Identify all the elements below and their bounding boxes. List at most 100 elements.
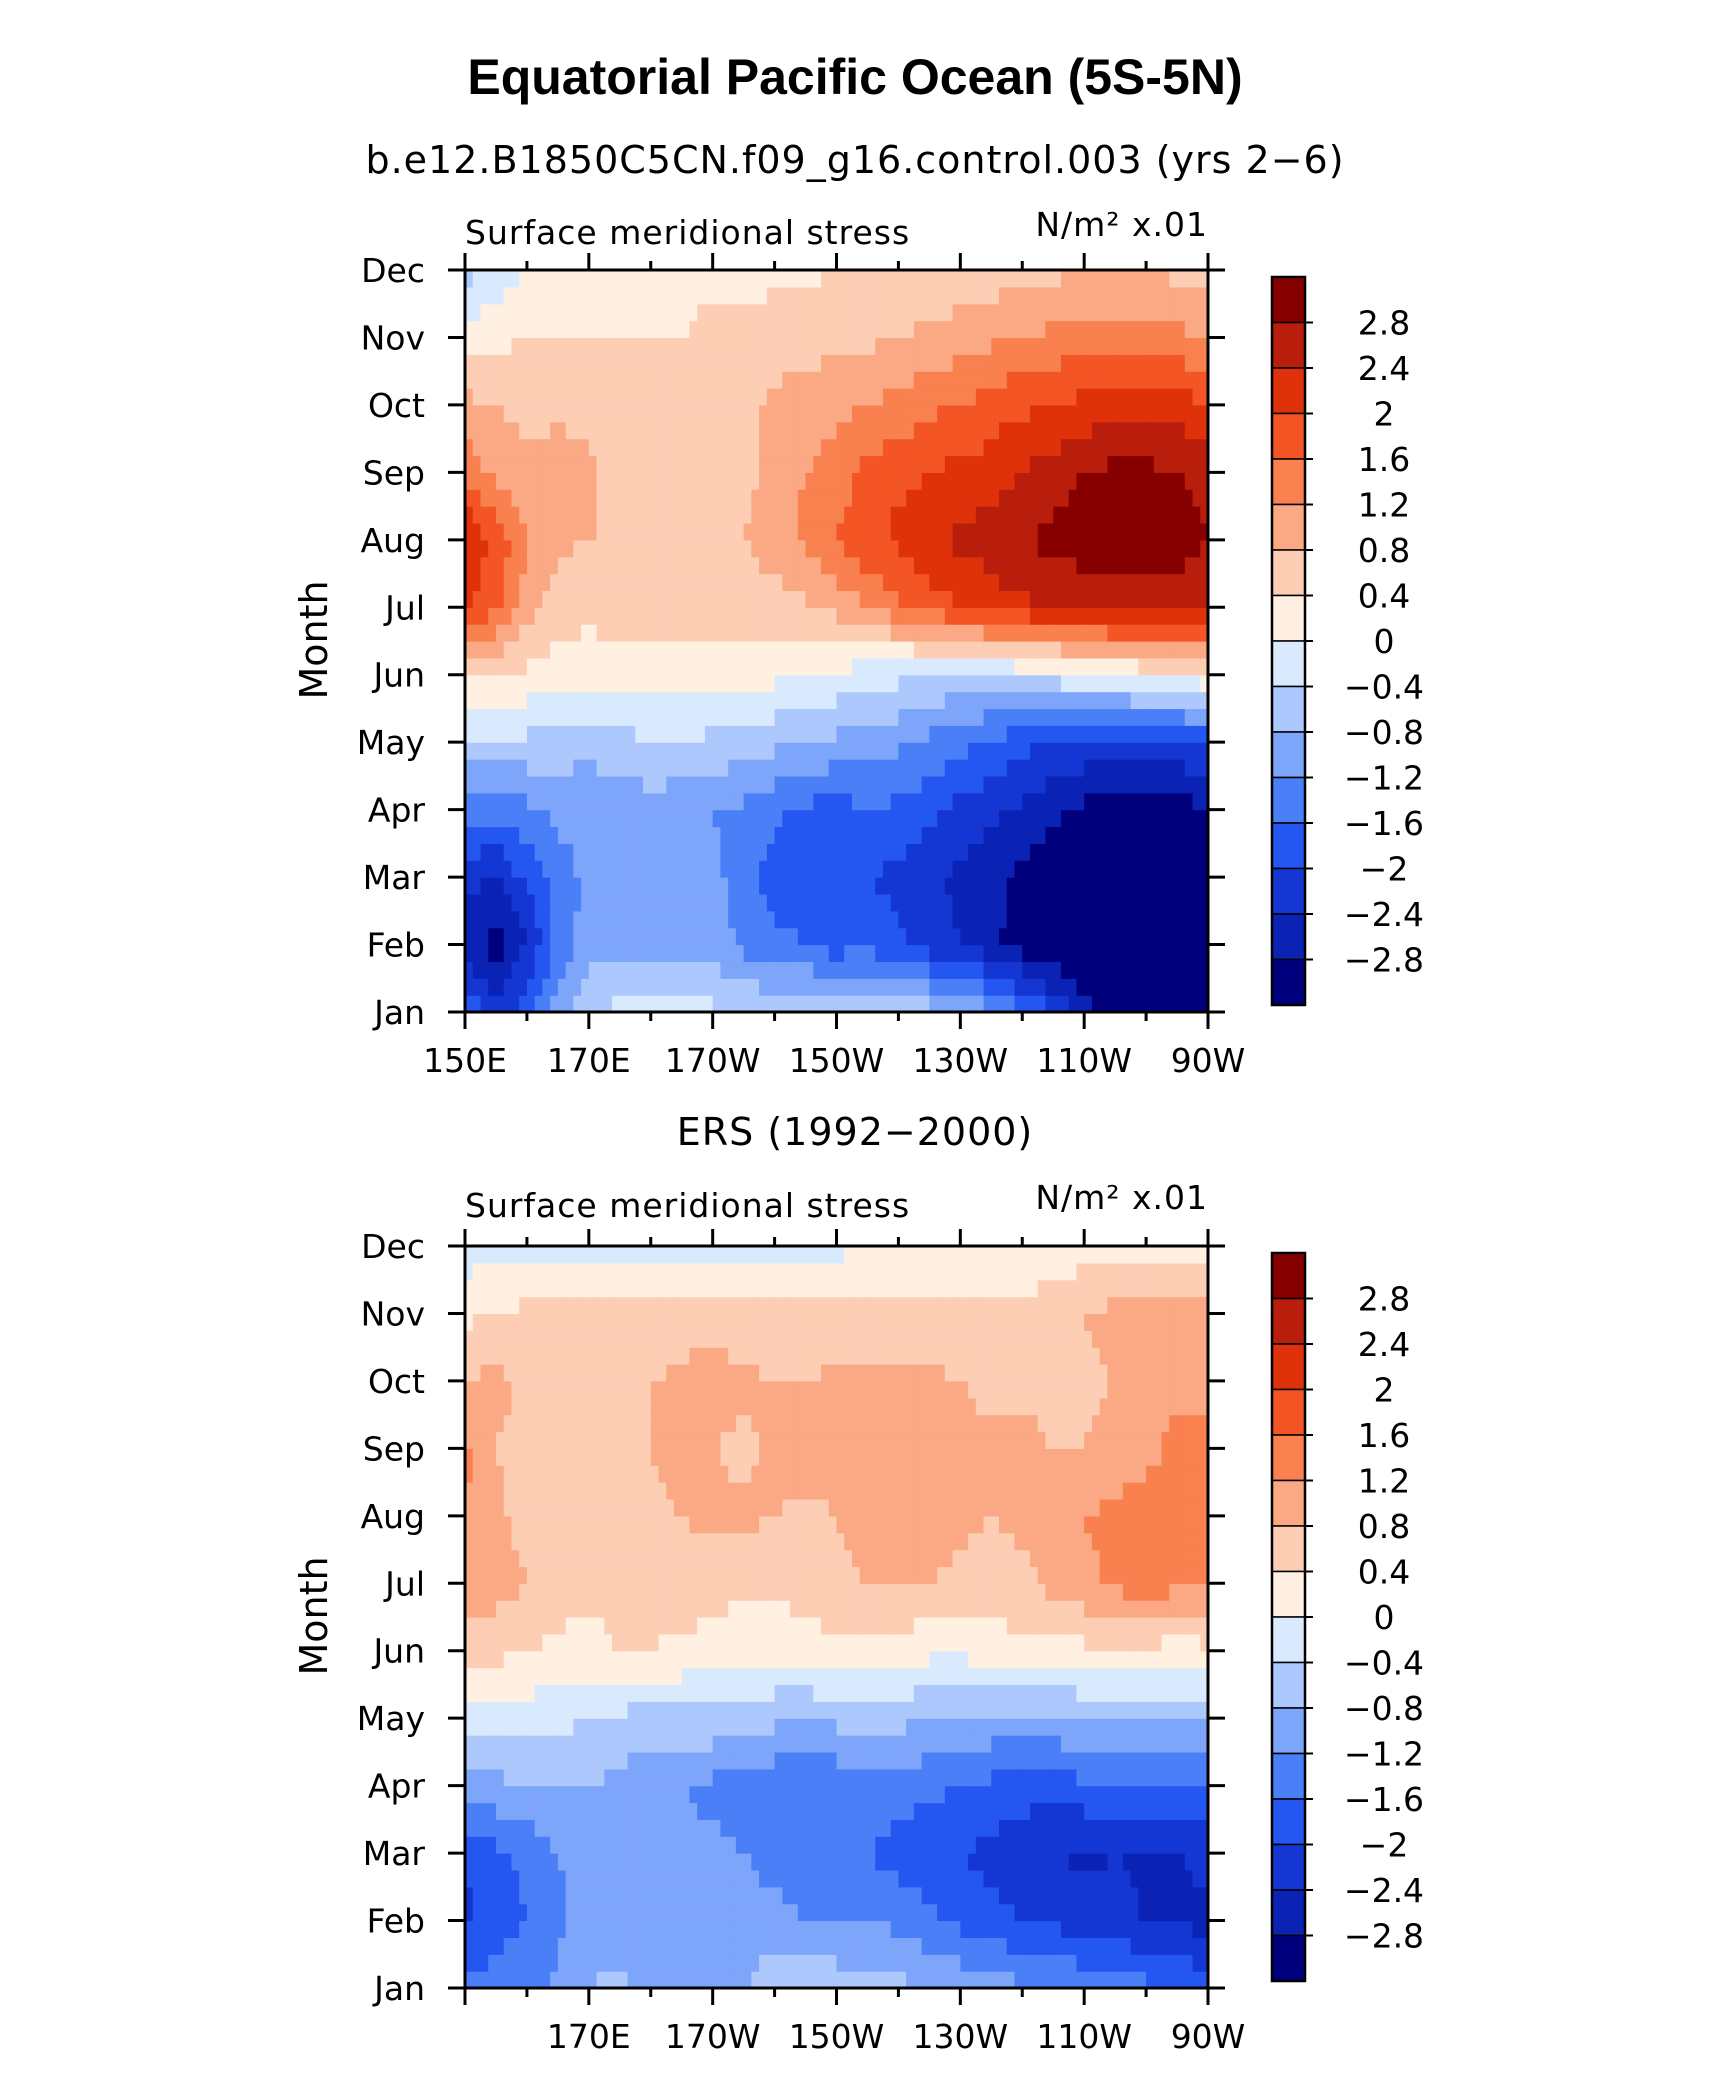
heatmap-cell bbox=[1177, 759, 1186, 777]
heatmap-cell bbox=[1076, 286, 1085, 305]
heatmap-cell bbox=[975, 1903, 985, 1922]
heatmap-cell bbox=[588, 539, 598, 558]
heatmap-cell bbox=[728, 1954, 737, 1972]
heatmap-cell bbox=[1084, 472, 1093, 490]
heatmap-cell bbox=[913, 775, 923, 794]
heatmap-cell bbox=[1037, 573, 1047, 592]
heatmap-cell bbox=[1146, 759, 1155, 777]
heatmap-cell bbox=[681, 809, 691, 828]
heatmap-cell bbox=[728, 270, 737, 288]
heatmap-cell bbox=[1014, 657, 1023, 676]
heatmap-cell bbox=[844, 320, 853, 339]
heatmap-cell bbox=[465, 388, 474, 406]
heatmap-cell bbox=[1192, 506, 1201, 524]
heatmap-cell bbox=[465, 826, 474, 844]
heatmap-cell bbox=[836, 1920, 845, 1939]
heatmap-cell bbox=[1169, 725, 1178, 743]
heatmap-cell bbox=[465, 995, 474, 1013]
heatmap-cell bbox=[844, 1869, 853, 1888]
heatmap-cell bbox=[728, 590, 737, 608]
heatmap-cell bbox=[658, 860, 667, 878]
heatmap-cell bbox=[650, 337, 660, 355]
heatmap-cell bbox=[1153, 708, 1163, 726]
heatmap-cell bbox=[921, 303, 930, 322]
heatmap-cell bbox=[650, 759, 660, 777]
heatmap-cell bbox=[666, 590, 675, 608]
heatmap-cell bbox=[828, 573, 838, 592]
heatmap-cell bbox=[1022, 641, 1031, 659]
heatmap-cell bbox=[1161, 725, 1170, 743]
heatmap-cell bbox=[890, 1853, 900, 1871]
heatmap-cell bbox=[1084, 421, 1093, 440]
heatmap-cell bbox=[743, 1937, 752, 1955]
heatmap-cell bbox=[650, 371, 660, 389]
heatmap-cell bbox=[697, 961, 706, 979]
heatmap-cell bbox=[565, 1937, 574, 1955]
heatmap-cell bbox=[805, 421, 814, 440]
heatmap-cell bbox=[619, 489, 629, 507]
heatmap-cell bbox=[921, 590, 930, 608]
heatmap-cell bbox=[1146, 522, 1155, 541]
heatmap-cell bbox=[557, 725, 567, 743]
heatmap-cell bbox=[921, 624, 930, 642]
heatmap-cell bbox=[565, 573, 574, 592]
heatmap-cell bbox=[588, 354, 598, 372]
heatmap-cell bbox=[1084, 371, 1093, 389]
heatmap-cell bbox=[813, 489, 822, 507]
heatmap-cell bbox=[743, 303, 752, 322]
heatmap-cell bbox=[1084, 742, 1093, 760]
heatmap-cell bbox=[890, 742, 900, 760]
heatmap-cell bbox=[534, 1869, 543, 1888]
heatmap-cell bbox=[1091, 1920, 1101, 1939]
heatmap-cell bbox=[720, 877, 729, 895]
heatmap-cell bbox=[1161, 421, 1170, 440]
heatmap-cell bbox=[1115, 792, 1124, 811]
heatmap-cell bbox=[1029, 641, 1039, 659]
heatmap-cell bbox=[929, 1903, 938, 1922]
heatmap-cell bbox=[1037, 725, 1047, 743]
heatmap-cell bbox=[557, 978, 567, 996]
heatmap-cell bbox=[495, 910, 505, 929]
heatmap-cell bbox=[999, 691, 1008, 710]
heatmap-cell bbox=[650, 539, 660, 558]
heatmap-cell bbox=[565, 522, 574, 541]
heatmap-cell bbox=[681, 303, 691, 322]
heatmap-cell bbox=[797, 489, 807, 507]
heatmap-cell bbox=[1107, 286, 1116, 305]
heatmap-cell bbox=[805, 893, 814, 912]
heatmap-cell bbox=[673, 995, 683, 1013]
heatmap-cell bbox=[689, 691, 698, 710]
heatmap-cell bbox=[999, 270, 1008, 288]
heatmap-cell bbox=[472, 573, 482, 592]
heatmap-cell bbox=[774, 573, 783, 592]
colorbar-label: 2 bbox=[1374, 395, 1395, 434]
heatmap-cell bbox=[906, 708, 915, 726]
heatmap-cell bbox=[666, 641, 675, 659]
heatmap-cell bbox=[890, 826, 900, 844]
model-colorbar: 2.82.421.61.20.80.40−0.4−0.8−1.2−1.6−2−2… bbox=[1270, 275, 1424, 1007]
heatmap-cell bbox=[836, 506, 845, 524]
heatmap-cell bbox=[944, 691, 954, 710]
heatmap-cell bbox=[1161, 1920, 1170, 1939]
heatmap-cell bbox=[751, 1954, 760, 1972]
heatmap-cell bbox=[1153, 624, 1163, 642]
heatmap-cell bbox=[774, 270, 783, 288]
heatmap-cell bbox=[673, 354, 683, 372]
model-axes: JanFebMarAprMayJunJulAugSepOctNovDec150E… bbox=[357, 251, 1246, 1080]
heatmap-cell bbox=[782, 893, 791, 912]
heatmap-cell bbox=[797, 961, 807, 979]
heatmap-cell bbox=[1037, 978, 1047, 996]
heatmap-cell bbox=[913, 826, 923, 844]
heatmap-cell bbox=[975, 303, 985, 322]
heatmap-cell bbox=[759, 573, 768, 592]
heatmap-cell bbox=[596, 1920, 605, 1939]
heatmap-cell bbox=[712, 1903, 722, 1922]
heatmap-cell bbox=[557, 1971, 567, 1989]
heatmap-cell bbox=[673, 1853, 683, 1871]
heatmap-cell bbox=[1068, 607, 1078, 625]
heatmap-cell bbox=[697, 1920, 706, 1939]
heatmap-cell bbox=[643, 320, 652, 339]
heatmap-cell bbox=[573, 320, 582, 339]
heatmap-cell bbox=[635, 978, 644, 996]
heatmap-cell bbox=[836, 590, 845, 608]
